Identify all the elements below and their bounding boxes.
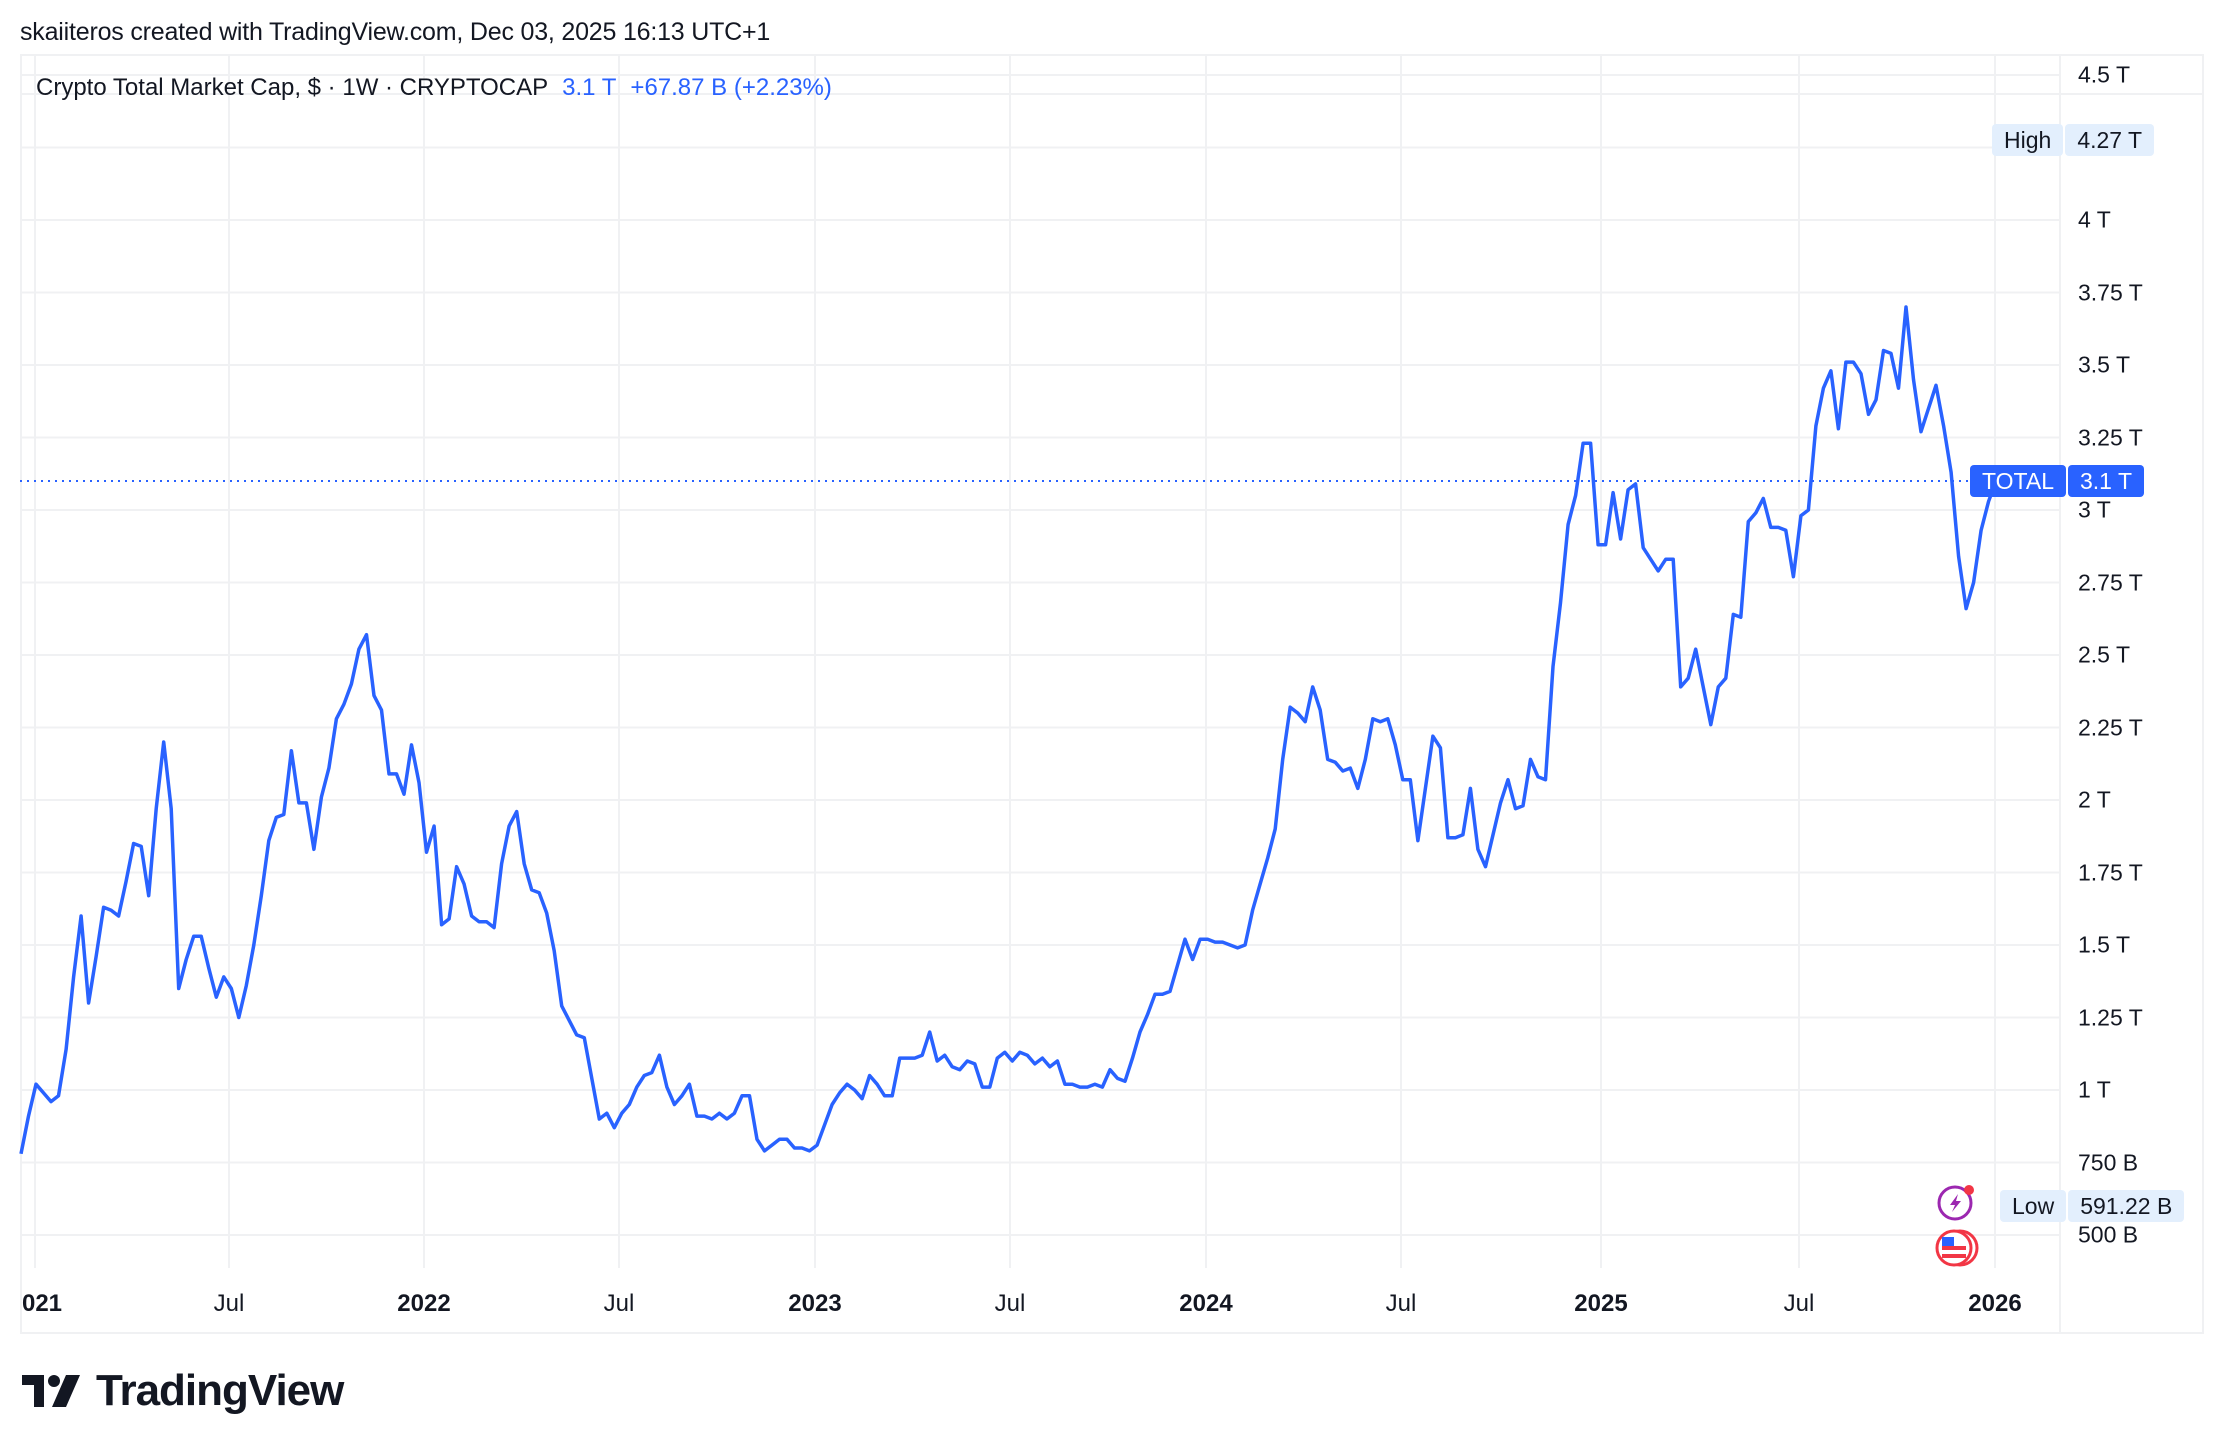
tradingview-mark-icon bbox=[22, 1375, 80, 1407]
price-tick-label: 1.25 T bbox=[2078, 1004, 2143, 1030]
price-tick-label: 1.75 T bbox=[2078, 859, 2143, 885]
price-tick-label: 1 T bbox=[2078, 1076, 2111, 1103]
price-tick-label: 4 T bbox=[2078, 206, 2111, 233]
legend-change: +67.87 B (+2.23%) bbox=[630, 74, 832, 101]
lightning-event-icon[interactable] bbox=[1936, 1182, 1976, 1222]
price-tick-label: 750 B bbox=[2078, 1149, 2139, 1175]
price-tick-label: 3.25 T bbox=[2078, 424, 2143, 450]
time-tick-label: 2024 bbox=[1179, 1290, 1233, 1317]
time-tick-label: 2025 bbox=[1574, 1290, 1628, 1317]
current-price-tag: TOTAL 3.1 T bbox=[1970, 465, 2144, 497]
tradingview-wordmark: TradingView bbox=[96, 1366, 344, 1415]
time-tick-label: 2026 bbox=[1968, 1290, 2022, 1317]
time-tick-label: 2022 bbox=[397, 1290, 451, 1317]
legend-last-value: 3.1 T bbox=[562, 74, 617, 101]
low-value: 591.22 B bbox=[2068, 1190, 2185, 1222]
low-label: Low bbox=[2000, 1190, 2067, 1222]
tradingview-logo[interactable]: TradingView bbox=[22, 1366, 344, 1416]
high-label: High bbox=[1992, 124, 2064, 156]
high-value: 4.27 T bbox=[2065, 124, 2155, 156]
time-tick-label: Jul bbox=[603, 1290, 635, 1317]
time-tick-label: Jul bbox=[1385, 1290, 1417, 1317]
price-tick-label: 2 T bbox=[2078, 786, 2111, 813]
price-tick-label: 3.75 T bbox=[2078, 279, 2143, 305]
chart-credit: skaiiteros created with TradingView.com,… bbox=[20, 18, 771, 46]
current-label: TOTAL bbox=[1970, 465, 2066, 497]
price-tick-label: 2.25 T bbox=[2078, 714, 2143, 740]
price-tick-label: 2.75 T bbox=[2078, 569, 2143, 595]
price-tick-label: 3 T bbox=[2078, 496, 2111, 523]
chart-frame bbox=[20, 54, 2204, 1334]
time-tick-label: Jul bbox=[213, 1290, 245, 1317]
chart-legend: Crypto Total Market Cap, $ · 1W · CRYPTO… bbox=[36, 74, 832, 102]
low-tag: Low 591.22 B bbox=[2000, 1190, 2185, 1222]
grid-lines bbox=[20, 54, 2204, 1334]
current-value: 3.1 T bbox=[2068, 465, 2144, 497]
price-tick-label: 4.5 T bbox=[2078, 61, 2130, 88]
us-flag-event-icon[interactable] bbox=[1934, 1228, 1984, 1268]
total-market-cap-line bbox=[19, 305, 1998, 1155]
high-tag: High 4.27 T bbox=[1992, 124, 2155, 156]
price-tick-label: 3.5 T bbox=[2078, 351, 2130, 378]
price-tick-label: 1.5 T bbox=[2078, 931, 2130, 958]
time-tick-label: 2023 bbox=[788, 1290, 842, 1317]
price-tick-label: 500 B bbox=[2078, 1221, 2139, 1248]
time-tick-label: Jul bbox=[994, 1290, 1026, 1317]
time-tick-label: Jul bbox=[1783, 1290, 1815, 1317]
time-tick-label: 021 bbox=[21, 1290, 63, 1317]
legend-symbol: Crypto Total Market Cap, $ · 1W · CRYPTO… bbox=[36, 74, 549, 101]
price-tick-label: 2.5 T bbox=[2078, 641, 2130, 668]
